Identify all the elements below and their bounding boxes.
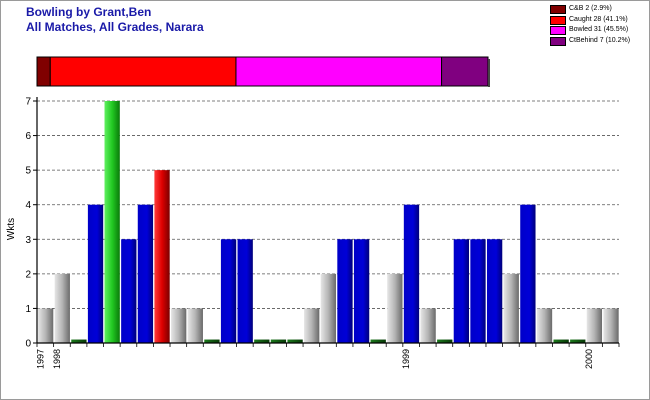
legend-label: Caught 28 (41.1%) bbox=[569, 15, 628, 23]
bar bbox=[154, 170, 170, 343]
bar bbox=[503, 273, 519, 343]
bar bbox=[38, 308, 54, 343]
bar bbox=[387, 273, 403, 343]
bar bbox=[337, 239, 353, 343]
legend-label: CtBehind 7 (10.2%) bbox=[569, 36, 631, 44]
x-tick-label: 2000 bbox=[584, 349, 594, 369]
bar bbox=[204, 339, 220, 343]
bar bbox=[287, 339, 303, 343]
y-tick-label: 5 bbox=[25, 166, 31, 177]
legend-swatch bbox=[550, 26, 566, 35]
y-tick-label: 4 bbox=[25, 200, 31, 211]
legend-item-cb: C&B 2 (2.9%) bbox=[548, 4, 648, 14]
chart-title: Bowling by Grant,Ben bbox=[26, 5, 152, 19]
bar bbox=[304, 308, 320, 343]
legend: C&B 2 (2.9%) Caught 28 (41.1%) Bowled 31… bbox=[548, 4, 648, 46]
bar bbox=[137, 204, 154, 343]
dismissal-breakdown-bar bbox=[36, 56, 490, 87]
x-tick-label: 1997 bbox=[35, 349, 45, 369]
bar bbox=[121, 239, 137, 343]
y-tick-label: 2 bbox=[25, 269, 31, 280]
legend-swatch bbox=[550, 5, 566, 14]
legend-label: Bowled 31 (45.5%) bbox=[569, 26, 629, 33]
bar bbox=[171, 308, 187, 343]
bar bbox=[553, 339, 569, 343]
bar bbox=[520, 204, 536, 343]
breakdown-segment-ctbehind bbox=[441, 56, 489, 87]
legend-item-caught: Caught 28 (41.1%) bbox=[548, 15, 648, 25]
bar bbox=[437, 339, 453, 343]
legend-swatch bbox=[550, 36, 566, 46]
bar bbox=[237, 239, 253, 343]
bar bbox=[220, 239, 237, 343]
bar bbox=[104, 101, 120, 343]
bar bbox=[586, 308, 603, 343]
bar bbox=[270, 339, 287, 343]
y-tick-label: 3 bbox=[25, 235, 31, 246]
bar bbox=[453, 239, 470, 343]
legend-item-bowled: Bowled 31 (45.5%) bbox=[548, 25, 648, 35]
chart-subtitle: All Matches, All Grades, Narara bbox=[26, 20, 204, 34]
legend-swatch bbox=[550, 15, 566, 25]
bar bbox=[570, 339, 586, 343]
y-tick-label: 0 bbox=[25, 339, 31, 350]
bar bbox=[536, 308, 553, 343]
legend-item-ctbehind: CtBehind 7 (10.2%) bbox=[548, 36, 648, 46]
bar bbox=[403, 204, 420, 343]
y-axis-label: Wkts bbox=[6, 218, 17, 240]
bar bbox=[254, 339, 270, 343]
bar bbox=[470, 239, 486, 343]
axes: 0 1 2 3 4 5 6 7 1997 1998 1999 2000 bbox=[25, 97, 620, 369]
bar bbox=[54, 273, 70, 343]
bar bbox=[486, 239, 503, 343]
y-tick-label: 6 bbox=[25, 131, 31, 142]
bar bbox=[87, 204, 104, 343]
bar bbox=[353, 239, 370, 343]
breakdown-segment-bowled bbox=[235, 56, 443, 87]
bar bbox=[187, 308, 203, 343]
y-tick-label: 1 bbox=[25, 304, 31, 315]
legend-label: C&B 2 (2.9%) bbox=[569, 5, 612, 12]
breakdown-segment-caught bbox=[49, 56, 237, 87]
bar bbox=[370, 339, 386, 343]
bars bbox=[38, 101, 619, 343]
bar bbox=[320, 273, 336, 343]
y-tick-label: 7 bbox=[25, 97, 31, 108]
bar bbox=[71, 339, 87, 343]
bar bbox=[420, 308, 436, 343]
bar bbox=[603, 308, 619, 343]
x-tick-label: 1999 bbox=[401, 349, 411, 369]
breakdown-segment-cb bbox=[36, 56, 51, 87]
x-tick-label: 1998 bbox=[52, 349, 62, 369]
